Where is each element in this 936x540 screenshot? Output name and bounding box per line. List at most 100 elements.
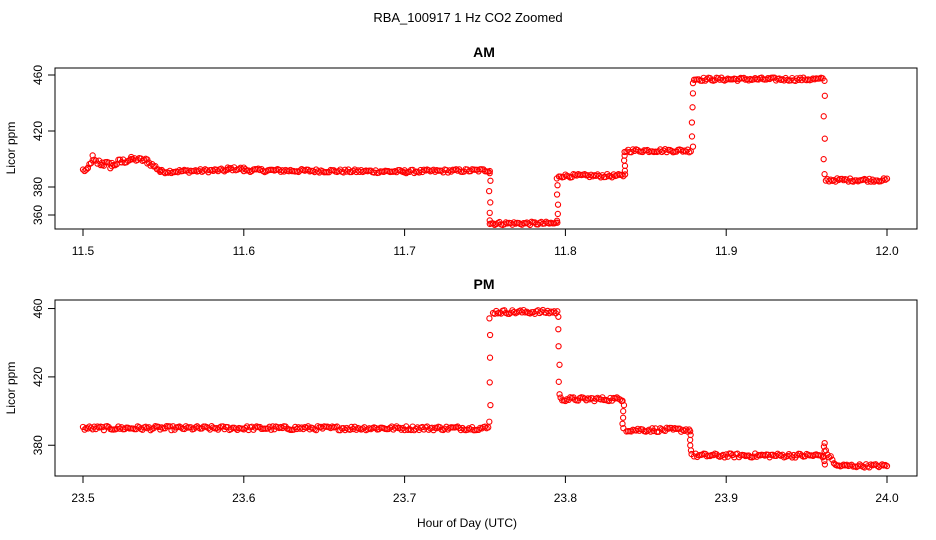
am-data-point: [140, 156, 148, 164]
am-y-tick-label: 360: [31, 205, 45, 225]
pm-data-point: [555, 378, 562, 385]
am-y-tick-label: 420: [31, 121, 45, 141]
am-x-axis: 11.5 11.6 11.7 11.8 11.9 12.0: [72, 228, 899, 258]
pm-data-point: [694, 453, 701, 461]
am-panel: AM Licor ppm 11.5 11.6 11.7 11.8 11.9 12.0 36…: [4, 44, 918, 258]
pm-data-point: [829, 456, 836, 463]
am-data-point: [452, 166, 460, 173]
pm-data-point: [486, 379, 493, 386]
am-data-point: [92, 157, 100, 164]
am-data-point: [621, 171, 629, 178]
pm-y-axis: 380 420 460: [31, 298, 56, 455]
pm-data-point: [142, 423, 149, 430]
am-x-tick-label: 11.8: [554, 244, 577, 258]
pm-data-point: [821, 457, 828, 465]
am-data-point: [553, 217, 561, 224]
am-data-point: [105, 159, 112, 166]
pm-data-point: [81, 426, 88, 433]
pm-data-point: [562, 397, 569, 405]
am-data-point: [554, 210, 561, 218]
pm-panel: PM Licor ppm 23.5 23.6 23.7 23.8 23.9 24.0 38…: [4, 276, 918, 505]
am-data-point: [554, 182, 561, 189]
pm-data-point: [100, 426, 108, 434]
pm-data-point: [487, 401, 494, 409]
pm-x-axis: 23.5 23.6 23.7 23.8 23.9 24.0: [71, 475, 899, 505]
pm-data-point: [817, 452, 825, 459]
am-data-point: [100, 162, 108, 169]
pm-plot-frame: [54, 299, 918, 477]
pm-x-tick-label: 23.8: [554, 491, 578, 505]
pm-data-point: [267, 426, 275, 433]
pm-data-point: [393, 423, 400, 430]
am-y-tick-label: 380: [31, 177, 45, 197]
am-data-point: [821, 171, 828, 178]
pm-data-point: [678, 428, 685, 435]
pm-data-point: [819, 454, 826, 461]
pm-x-tick-label: 23.9: [715, 491, 739, 505]
pm-panel-title: PM: [474, 276, 495, 292]
am-data-point: [821, 92, 828, 99]
pm-data-point: [688, 450, 695, 458]
pm-y-tick-label: 380: [31, 435, 45, 455]
pm-data-point: [555, 343, 562, 350]
pm-data-point: [619, 414, 627, 421]
am-data-point: [740, 74, 748, 82]
am-data-point: [403, 169, 410, 177]
pm-data-point: [821, 461, 829, 468]
am-data-point: [553, 175, 560, 182]
pm-data-point: [848, 461, 855, 468]
am-data-point: [84, 164, 91, 171]
am-plot-frame: [54, 67, 918, 230]
am-data-point: [689, 90, 697, 97]
pm-data-point: [166, 423, 173, 430]
am-x-tick-label: 11.6: [233, 244, 256, 258]
am-data-point: [820, 113, 827, 120]
pm-x-tick-label: 24.0: [875, 491, 899, 505]
pm-data-point: [821, 439, 828, 447]
am-data-point: [485, 187, 493, 195]
am-x-tick-label: 11.7: [393, 244, 416, 258]
pm-data-point: [619, 420, 626, 427]
pm-data-point: [486, 315, 493, 322]
pm-data-point: [620, 402, 628, 409]
am-data-point: [880, 175, 887, 182]
pm-x-tick-label: 23.6: [232, 491, 256, 505]
pm-data-point: [686, 436, 694, 444]
pm-data-point: [300, 425, 307, 433]
pm-x-tick-label: 23.7: [393, 491, 417, 505]
pm-data-point: [555, 313, 562, 320]
am-data-points: [79, 74, 891, 229]
am-data-point: [821, 77, 828, 84]
pm-data-point: [556, 361, 563, 368]
am-data-point: [553, 191, 561, 198]
pm-y-axis-label: Licor ppm: [4, 362, 18, 415]
am-data-point: [688, 119, 696, 126]
am-data-point: [883, 175, 891, 182]
am-data-point: [341, 166, 349, 173]
pm-data-point: [620, 408, 627, 415]
am-data-point: [486, 167, 493, 175]
am-data-point: [486, 169, 493, 177]
am-data-point: [820, 156, 827, 163]
am-x-tick-label: 11.5: [72, 244, 95, 258]
pm-data-point: [486, 354, 494, 361]
pm-data-point: [486, 331, 494, 339]
pm-data-point: [555, 326, 562, 333]
am-data-point: [145, 159, 153, 166]
am-data-point: [487, 177, 494, 184]
pm-data-point: [556, 391, 563, 398]
am-data-point: [448, 168, 455, 175]
am-data-point: [621, 152, 628, 159]
pm-y-tick-label: 460: [31, 298, 45, 318]
pm-data-point: [827, 453, 834, 460]
am-data-point: [83, 166, 90, 173]
pm-data-point: [464, 426, 471, 433]
pm-data-point: [620, 425, 627, 432]
am-data-point: [486, 217, 493, 224]
am-x-tick-label: 12.0: [875, 244, 899, 258]
pm-data-point: [883, 462, 891, 470]
am-data-point: [487, 199, 494, 206]
am-data-point: [689, 80, 697, 87]
pm-data-point: [647, 428, 654, 435]
pm-data-point: [168, 427, 175, 434]
